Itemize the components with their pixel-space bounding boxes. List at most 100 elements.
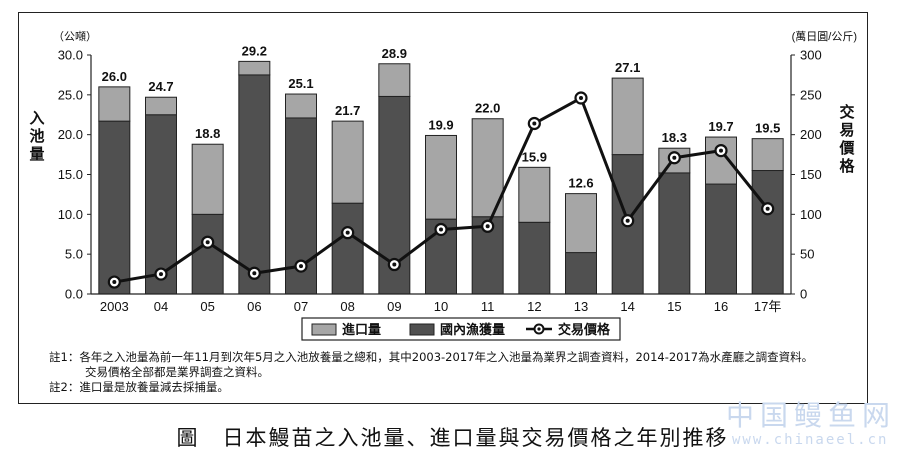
price-point-center [625,218,630,223]
bar-import [565,193,597,254]
x-tick-label: 16 [714,299,728,314]
figure-caption: 圖 日本鰻苗之入池量、進口量與交易價格之年別推移 [176,426,729,450]
x-tick-label: 09 [387,299,401,314]
bar-total-label: 18.8 [195,126,220,141]
bar-import [98,86,131,122]
price-point-center [299,264,303,269]
price-point-center [485,224,490,229]
bar-domestic [658,172,691,295]
x-tick-label: 11 [481,299,495,314]
chart-svg: 0.05.010.015.020.025.030.005010015020025… [29,29,857,341]
bar-import [145,96,177,116]
y-left-tick-label: 15.0 [58,167,83,182]
y-right-unit-label: (萬日圓/公斤) [792,30,857,43]
bar-total-label: 27.1 [615,60,640,75]
x-tick-label: 15 [667,299,681,314]
legend-swatch-import [311,323,337,336]
bar-import [705,136,737,185]
y-right-title-char: 格 [839,157,855,175]
x-tick-label: 12 [527,299,541,314]
bar-import [611,77,644,156]
bar-import [238,60,271,76]
watermark-url: www.chinaeel.cn [732,432,889,448]
x-tick-label: 14 [620,299,634,314]
bar-total-label: 18.3 [662,130,687,145]
legend-label-import: 進口量 [342,322,381,337]
price-point-center [579,96,583,101]
price-point-center [252,271,257,276]
note-1-cont: 交易價格全部都是業界調查之資料。 [85,365,269,379]
price-point-center [532,121,537,126]
note-2: 註2：進口量是放養量減去採捕量。 [49,380,229,394]
y-right-tick-label: 100 [800,207,822,222]
y-left-title-char: 池 [29,127,44,145]
price-point-center [672,155,677,160]
y-left-tick-label: 5.0 [65,247,83,262]
y-left-unit-label: （公噸） [53,29,97,43]
bar-domestic [518,221,551,295]
y-right-title-char: 易 [839,122,854,139]
x-tick-label: 07 [294,299,308,314]
y-right-tick-label: 300 [800,48,822,63]
bar-total-label: 12.6 [568,176,593,191]
price-point-center [439,227,443,232]
note-1: 註1：各年之入池量為前一年11月到次年5月之入池放養量之總和，其中2003-20… [49,350,814,364]
y-right-tick-label: 50 [800,247,814,262]
bar-domestic [145,114,177,295]
bar-total-label: 19.5 [755,121,780,136]
x-tick-label: 17年 [754,299,781,314]
price-point-center [159,272,163,277]
y-right-tick-label: 200 [800,127,822,142]
bar-import [751,138,784,172]
bar-total-label: 15.9 [522,149,547,164]
y-left-tick-label: 30.0 [58,48,83,63]
y-left-title-char: 量 [29,146,44,163]
price-point-center [345,230,350,235]
bar-domestic [238,74,271,295]
y-right-title-char: 價 [838,139,855,157]
price-point-center [765,206,770,211]
watermark-logo-text: 中国鳗鱼网 [726,399,897,432]
bar-total-label: 25.1 [288,76,313,91]
price-point-center [392,262,397,267]
bar-domestic [565,252,597,295]
legend-box [301,317,621,341]
bar-total-label: 28.9 [382,46,407,61]
y-right-tick-label: 0 [800,287,807,302]
y-left-tick-label: 10.0 [58,207,83,222]
bar-total-label: 29.2 [242,43,267,58]
bar-total-label: 19.9 [428,117,453,132]
bar-domestic [425,218,457,295]
bar-import [285,93,317,119]
bar-import [518,166,551,223]
bar-import [331,120,364,204]
price-point-center [112,280,117,285]
y-right-title-char: 交 [839,103,854,121]
legend-label-domestic: 國內漁獲量 [440,322,505,337]
x-tick-label: 05 [200,299,214,314]
x-tick-label: 08 [340,299,354,314]
legend-swatch-domestic [409,323,435,336]
price-point-center [205,240,210,245]
x-tick-label: 06 [247,299,261,314]
price-point-center [719,148,723,153]
legend-label-price: 交易價格 [558,322,611,337]
x-tick-label: 04 [154,299,168,314]
bar-domestic [705,183,737,295]
bar-import [378,63,411,97]
bar-domestic [191,213,224,295]
y-left-tick-label: 20.0 [58,127,83,142]
x-tick-label: 10 [434,299,448,314]
bar-total-label: 24.7 [148,79,173,94]
bar-import [191,143,224,215]
legend-marker-price-center [537,327,541,331]
bar-domestic [98,120,131,295]
bar-total-label: 21.7 [335,103,360,118]
y-left-tick-label: 0.0 [65,287,83,302]
bar-import [425,134,457,220]
bar-total-label: 22.0 [475,101,500,116]
y-right-tick-label: 150 [800,167,822,182]
y-right-tick-label: 250 [800,87,822,102]
bar-total-label: 26.0 [102,69,127,84]
chart-frame: 0.0 5.0 10.0 15.0 20.0 25.0 30.0 0 50 100 150 200 25… [18,12,868,404]
